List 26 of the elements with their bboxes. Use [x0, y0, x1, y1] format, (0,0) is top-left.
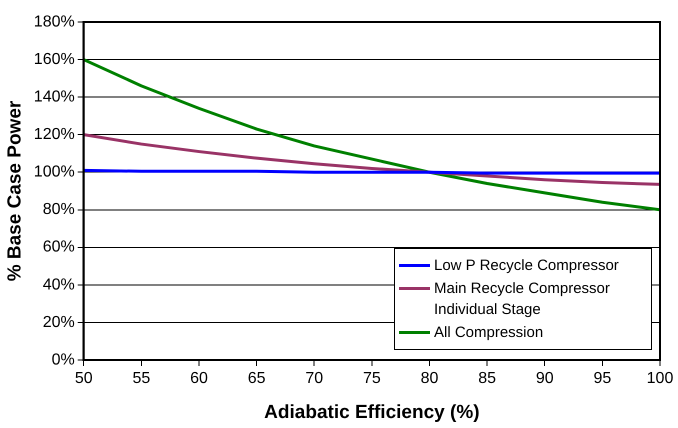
y-tick-label: 160% — [34, 50, 75, 68]
x-tick-label: 55 — [132, 370, 150, 388]
legend-label: Low P Recycle Compressor — [434, 256, 619, 276]
y-axis-title: % Base Case Power — [4, 100, 26, 282]
x-axis-title: Adiabatic Efficiency (%) — [264, 402, 480, 423]
x-tick-label: 85 — [478, 370, 496, 388]
x-tick-label: 75 — [362, 370, 381, 388]
x-tick-label: 80 — [420, 370, 438, 388]
legend-label: All Compression — [434, 323, 544, 343]
y-tick-label: 60% — [42, 238, 75, 256]
y-tick-label: 120% — [34, 126, 75, 144]
y-tick-label: 20% — [42, 314, 75, 331]
y-tick-label: 40% — [42, 276, 75, 294]
x-tick-label: 70 — [305, 370, 324, 388]
y-tick-label: 80% — [42, 201, 75, 218]
y-tick-label: 180% — [34, 13, 75, 30]
x-tick-label: 65 — [248, 370, 266, 388]
y-tick-label: 140% — [34, 88, 75, 106]
x-tick-label: 90 — [536, 370, 554, 388]
x-tick-label: 100 — [646, 370, 674, 388]
y-tick-label: 100% — [34, 164, 75, 181]
legend-label: Main Recycle Compressor Individual Stage — [434, 279, 611, 320]
x-tick-label: 50 — [74, 370, 93, 388]
y-tick-label: 0% — [52, 351, 75, 368]
x-tick-label: 60 — [190, 370, 208, 388]
x-tick-label: 95 — [593, 370, 612, 388]
